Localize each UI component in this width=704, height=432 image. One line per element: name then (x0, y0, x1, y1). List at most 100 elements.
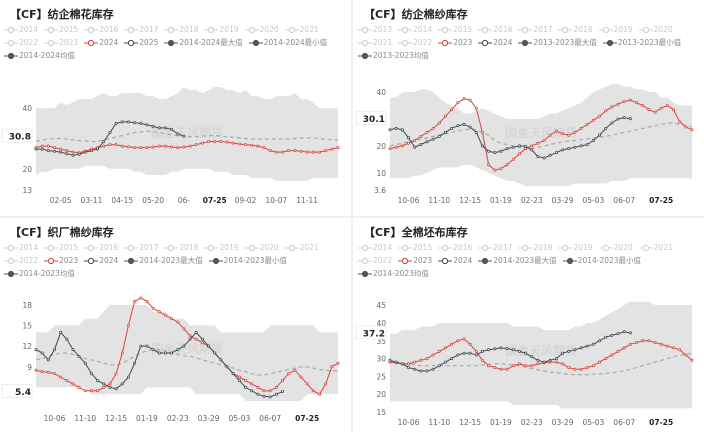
data-point (126, 375, 130, 379)
legend-label: 2019 (219, 243, 239, 252)
legend-item[interactable]: 2021 (284, 241, 319, 254)
legend-item[interactable]: 2018 (164, 23, 198, 36)
data-point (616, 117, 620, 121)
legend-item[interactable]: 2022 (4, 36, 38, 49)
legend-label: 2023 (413, 256, 433, 265)
legend-item[interactable]: 2020 (598, 241, 633, 254)
x-tick-label: 07-25 (649, 418, 673, 427)
data-point (462, 351, 466, 355)
legend-item[interactable]: 2020 (244, 23, 279, 36)
legend-item[interactable]: 2018 (558, 23, 593, 36)
x-tick-label: 05-03 (582, 418, 604, 427)
legend-item[interactable]: 2017 (124, 241, 158, 254)
legend-label: 2014-2023最大值 (139, 256, 203, 265)
legend-item[interactable]: 2014 (398, 23, 432, 36)
legend-item[interactable]: 2014-2023最大值 (478, 254, 557, 267)
legend-item[interactable]: 2025 (124, 36, 158, 49)
legend-item[interactable]: 2015 (44, 241, 78, 254)
legend-item[interactable]: 2021 (638, 241, 673, 254)
legend-item[interactable]: 2013-2023最小值 (602, 36, 681, 49)
legend-item[interactable]: 2024 (84, 36, 118, 49)
y-tick-label: 13 (22, 186, 32, 195)
legend-item[interactable]: 2014-2023最大值 (124, 254, 203, 267)
x-tick-label: 02-23 (167, 414, 189, 423)
data-point (237, 378, 241, 382)
legend-item[interactable]: 2015 (438, 23, 472, 36)
legend-item[interactable]: 2023 (398, 254, 432, 267)
legend-item[interactable]: 2019 (204, 23, 239, 36)
x-tick-label: 12-15 (459, 196, 481, 205)
legend-item[interactable]: 2017 (478, 241, 512, 254)
data-point (628, 98, 632, 102)
legend-item[interactable]: 2013 (358, 23, 392, 36)
legend-item[interactable]: 2021 (284, 23, 319, 36)
legend-item[interactable]: 2019 (598, 23, 633, 36)
data-point (53, 146, 57, 150)
legend-item[interactable]: 2020 (244, 241, 279, 254)
legend-item[interactable]: 2016 (84, 23, 118, 36)
data-point (108, 130, 112, 134)
legend-item[interactable]: 2014-2023最小值 (562, 254, 641, 267)
legend-item[interactable]: 2019 (204, 241, 239, 254)
y-tick-label: 15 (376, 408, 386, 417)
legend-item[interactable]: 2014 (4, 241, 38, 254)
legend-item[interactable]: 2024 (478, 36, 512, 49)
data-point (561, 362, 565, 366)
legend-item[interactable]: 2014 (358, 241, 392, 254)
legend-item[interactable]: 2022 (358, 254, 392, 267)
data-point (530, 364, 534, 368)
legend-item[interactable]: 2021 (358, 36, 392, 49)
legend-item[interactable]: 2013-2023均值 (358, 49, 429, 62)
data-point (622, 346, 626, 350)
legend-item[interactable]: 2014 (4, 23, 38, 36)
legend-item[interactable]: 2023 (44, 254, 78, 267)
data-point (641, 339, 645, 343)
legend-item[interactable]: 2016 (84, 241, 118, 254)
data-point (71, 382, 75, 386)
legend-item[interactable]: 2015 (44, 23, 78, 36)
data-point (579, 144, 583, 148)
data-point (200, 341, 204, 345)
legend-item[interactable]: 2017 (124, 23, 158, 36)
data-point (536, 141, 540, 145)
legend-item[interactable]: 2024 (84, 254, 118, 267)
legend-item[interactable]: 2014-2024均值 (4, 49, 75, 62)
legend-item[interactable]: 2022 (4, 254, 38, 267)
legend-item[interactable]: 2015 (398, 241, 432, 254)
data-point (474, 349, 478, 353)
x-tick-label: 05-20 (142, 196, 164, 205)
data-point (77, 354, 81, 358)
data-point (133, 121, 137, 125)
legend-item[interactable]: 2022 (398, 36, 432, 49)
legend-item[interactable]: 2014-2023均值 (358, 267, 429, 280)
data-point (425, 130, 429, 134)
y-tick-label: 15 (22, 322, 32, 331)
legend-item[interactable]: 2016 (438, 241, 472, 254)
legend-item[interactable]: 2014-2023均值 (4, 267, 75, 280)
legend-item[interactable]: 2023 (44, 36, 78, 49)
legend-item[interactable]: 2014-2024最大值 (164, 36, 243, 49)
legend-item[interactable]: 2023 (438, 36, 472, 49)
x-tick-label: 04-15 (111, 196, 133, 205)
current-value-label: 30.8 (9, 133, 31, 143)
legend-item[interactable]: 2017 (518, 23, 552, 36)
data-point (250, 143, 254, 147)
legend-item[interactable]: 2018 (164, 241, 198, 254)
legend-item[interactable]: 2014-2023最小值 (208, 254, 287, 267)
legend-item[interactable]: 2014-2024最小值 (248, 36, 327, 49)
legend-item[interactable]: 2019 (558, 241, 593, 254)
legend-item[interactable]: 2018 (518, 241, 552, 254)
data-point (456, 339, 460, 343)
legend-item[interactable]: 2013-2023最大值 (518, 36, 597, 49)
legend-label: 2021 (299, 243, 319, 252)
data-point (207, 344, 211, 348)
data-point (474, 130, 478, 134)
data-point (188, 334, 192, 338)
legend-item[interactable]: 2016 (478, 23, 512, 36)
legend-item[interactable]: 2020 (638, 23, 673, 36)
data-point (59, 375, 63, 379)
data-point (46, 149, 50, 153)
data-point (96, 378, 100, 382)
legend-item[interactable]: 2024 (438, 254, 472, 267)
data-point (330, 365, 334, 369)
